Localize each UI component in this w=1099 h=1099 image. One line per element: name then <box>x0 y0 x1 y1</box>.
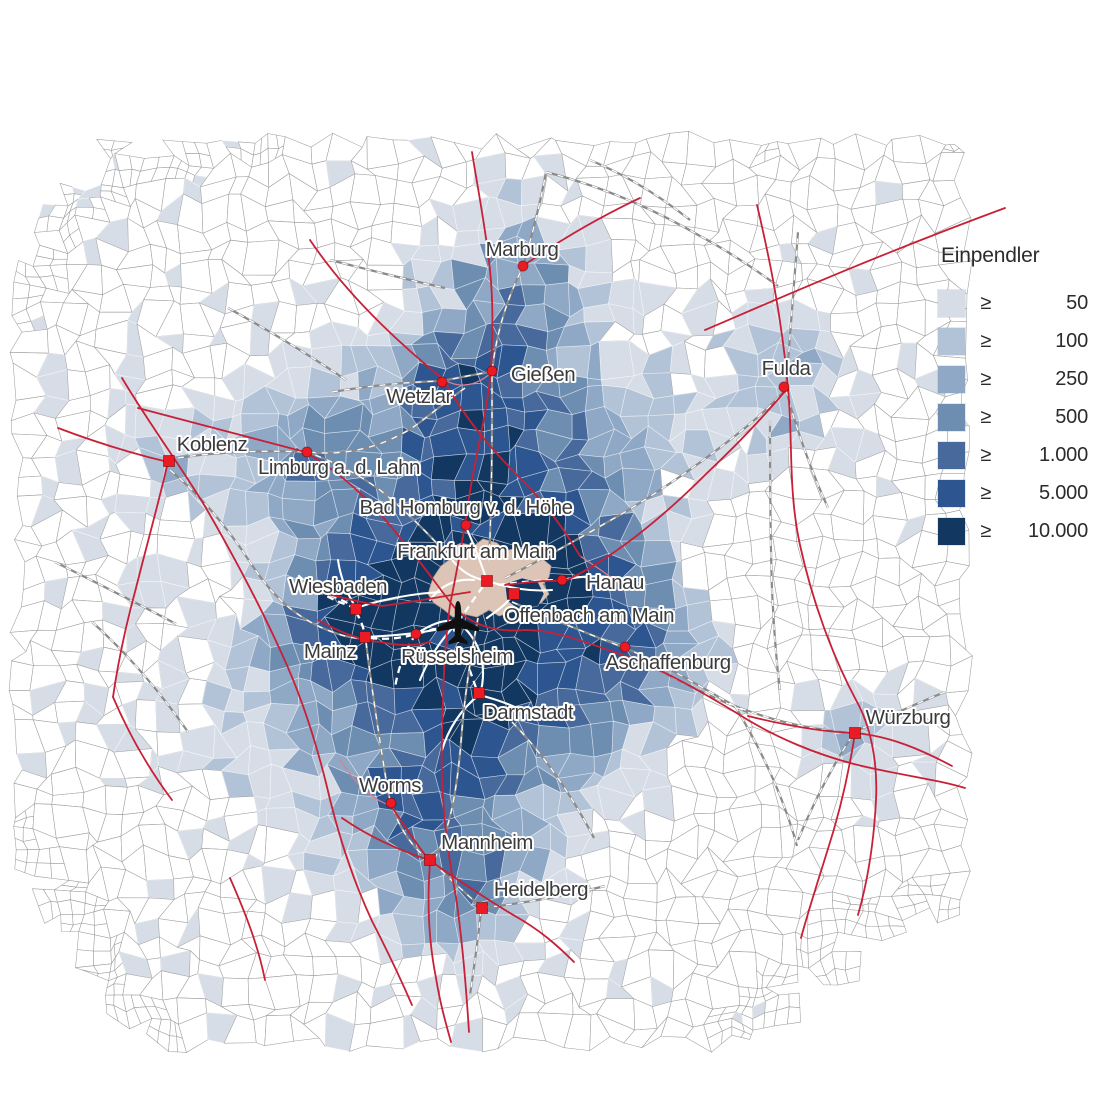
legend: Einpendler ≥50 ≥100 ≥250 ≥500 ≥1.000 ≥5.000 ≥1… <box>938 244 1088 550</box>
city-label: Fulda <box>762 357 812 380</box>
city-marker <box>476 902 488 914</box>
city-marker <box>481 575 493 587</box>
city-marker <box>619 641 631 653</box>
city-marker <box>849 727 861 739</box>
legend-value: 10.000 <box>1028 519 1088 542</box>
legend-swatch <box>938 517 965 545</box>
city-label: Hanau <box>586 571 644 594</box>
legend-operator: ≥ <box>980 443 992 466</box>
legend-swatch <box>938 327 965 355</box>
city-marker <box>301 446 313 458</box>
legend-swatch <box>938 289 965 317</box>
city-marker <box>410 628 422 640</box>
city-marker <box>359 631 371 643</box>
city-label: Frankfurt am Main <box>397 540 555 563</box>
legend-value: 50 <box>1066 291 1088 314</box>
city-marker <box>778 381 790 393</box>
city-marker <box>460 519 472 531</box>
city-marker <box>486 365 498 377</box>
city-marker <box>424 854 436 866</box>
city-label: Wetzlar <box>386 385 452 408</box>
legend-operator: ≥ <box>980 291 992 314</box>
legend-operator: ≥ <box>980 367 992 390</box>
city-labels: Marburg Gießen Wetzlar Fulda Koblenz Limburg … <box>175 236 953 903</box>
city-label: Gießen <box>511 363 575 386</box>
legend-row: ≥500 <box>938 398 1088 436</box>
airplane-icon <box>437 601 479 645</box>
legend-value: 100 <box>1055 329 1088 352</box>
city-marker <box>508 588 520 600</box>
legend-title: Einpendler <box>941 244 1040 267</box>
city-marker <box>385 797 397 809</box>
city-label: Marburg <box>486 238 559 261</box>
legend-row: ≥250 <box>938 360 1088 398</box>
autobahn-roads <box>57 151 1006 1043</box>
city-marker <box>163 455 175 467</box>
legend-operator: ≥ <box>980 329 992 352</box>
legend-operator: ≥ <box>980 481 992 504</box>
municipality-cells <box>8 130 973 1053</box>
city-label: Aschaffenburg <box>605 651 730 674</box>
legend-row: ≥1.000 <box>938 436 1088 474</box>
legend-row: ≥100 <box>938 322 1088 360</box>
legend-value: 1.000 <box>1038 443 1088 466</box>
city-label: Mainz <box>304 640 356 663</box>
city-label: Worms <box>359 774 421 797</box>
legend-row: ≥5.000 <box>938 474 1088 512</box>
legend-swatch <box>938 365 965 393</box>
legend-operator: ≥ <box>980 405 992 428</box>
city-marker <box>436 376 448 388</box>
city-marker <box>473 687 485 699</box>
legend-row: ≥10.000 <box>938 512 1088 550</box>
city-marker <box>517 260 529 272</box>
city-label: Koblenz <box>177 433 248 456</box>
city-label: Bad Homburg v. d. Höhe <box>359 496 572 519</box>
legend-value: 250 <box>1055 367 1088 390</box>
city-marker <box>350 603 362 615</box>
legend-row: ≥50 <box>938 284 1088 322</box>
city-label: Wiesbaden <box>289 575 387 598</box>
city-label: Offenbach am Main <box>504 604 674 627</box>
legend-swatch <box>938 441 965 469</box>
city-label: Würzburg <box>866 706 951 729</box>
legend-swatch <box>938 403 965 431</box>
city-label: Rüsselsheim <box>401 645 513 668</box>
city-label: Darmstadt <box>483 701 574 724</box>
city-label: Mannheim <box>441 831 533 854</box>
city-label: Heidelberg <box>494 878 588 901</box>
legend-value: 500 <box>1055 405 1088 428</box>
city-label: Limburg a. d. Lahn <box>258 456 420 479</box>
legend-swatch <box>938 479 965 507</box>
legend-operator: ≥ <box>980 519 992 542</box>
legend-value: 5.000 <box>1038 481 1088 504</box>
city-markers <box>163 260 861 914</box>
legend-rows: ≥50 ≥100 ≥250 ≥500 ≥1.000 ≥5.000 ≥10.000 <box>938 284 1088 550</box>
city-marker <box>556 574 568 586</box>
